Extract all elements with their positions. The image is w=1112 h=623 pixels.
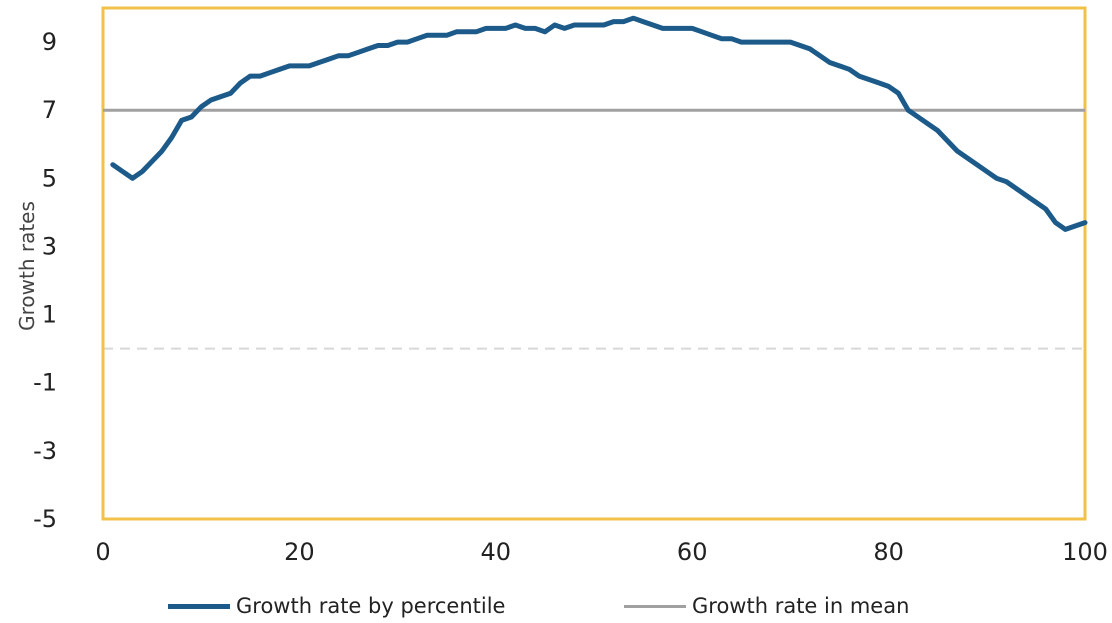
x-tick-label: 80 bbox=[873, 538, 904, 566]
legend: Growth rate by percentile Growth rate in… bbox=[0, 590, 1112, 622]
x-tick-label: 100 bbox=[1062, 538, 1108, 566]
legend-swatch-mean bbox=[624, 604, 686, 608]
y-tick-label: 7 bbox=[42, 96, 57, 124]
y-tick-label: 5 bbox=[42, 164, 57, 192]
plot-border bbox=[101, 6, 1087, 521]
y-tick-label: -1 bbox=[33, 369, 57, 397]
legend-swatch-percentile bbox=[168, 603, 230, 609]
x-tick-label: 0 bbox=[95, 538, 110, 566]
axis-layer: -5 -3 -1 1 3 5 7 9 0 20 40 60 80 100 bbox=[33, 28, 1108, 566]
legend-item-percentile: Growth rate by percentile bbox=[168, 590, 505, 622]
y-tick-label: -5 bbox=[33, 505, 57, 533]
y-tick-label: 9 bbox=[42, 28, 57, 56]
x-tick-label: 20 bbox=[284, 538, 315, 566]
series-layer bbox=[103, 15, 1088, 232]
y-axis-title: Growth rates bbox=[15, 201, 39, 331]
y-tick-label: 3 bbox=[42, 232, 57, 260]
x-tick-label: 60 bbox=[677, 538, 708, 566]
legend-label-percentile: Growth rate by percentile bbox=[236, 594, 506, 618]
series-line-percentile bbox=[110, 15, 1088, 232]
legend-label-mean: Growth rate in mean bbox=[692, 594, 910, 618]
y-tick-label: 1 bbox=[42, 301, 57, 329]
legend-item-mean: Growth rate in mean bbox=[624, 590, 909, 622]
x-tick-label: 40 bbox=[481, 538, 512, 566]
y-tick-label: -3 bbox=[33, 437, 57, 465]
